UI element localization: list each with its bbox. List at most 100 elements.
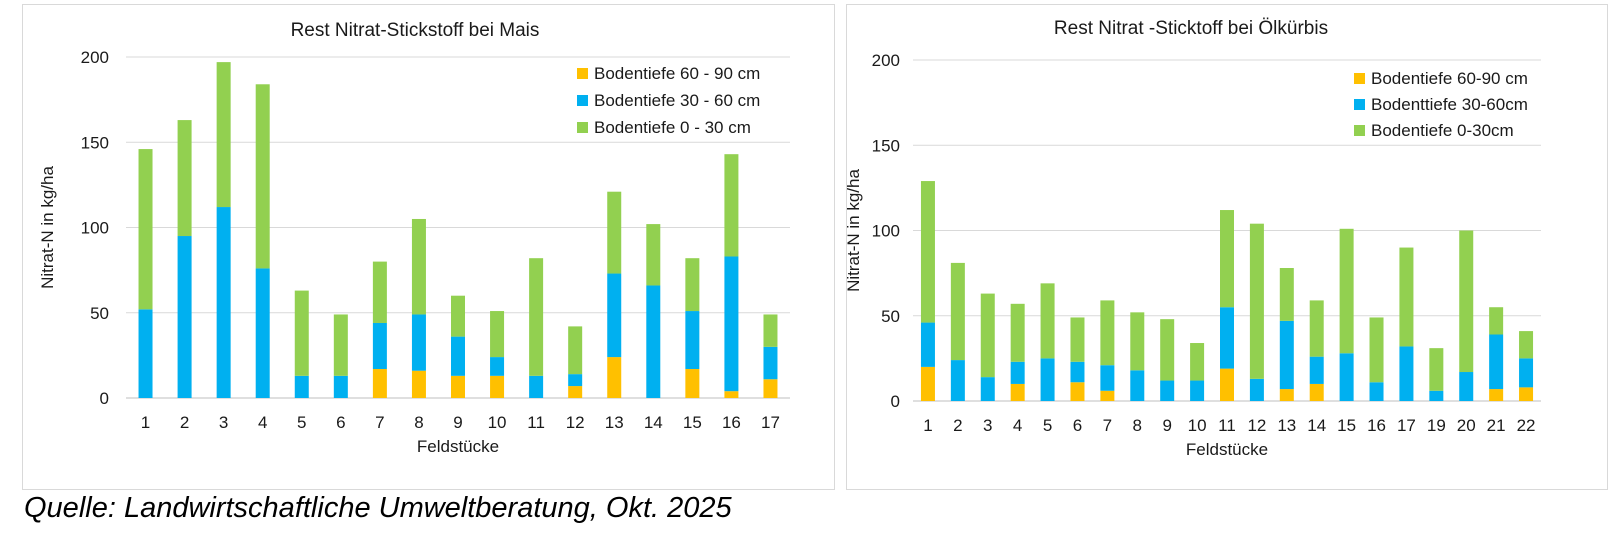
x-tick-label: 9: [453, 413, 462, 432]
bar-segment-1: [451, 375, 465, 398]
y-tick-label: 100: [872, 222, 900, 241]
x-tick-label: 10: [488, 413, 507, 432]
bar-segment-2: [1429, 390, 1444, 401]
x-tick-label: 6: [1073, 416, 1082, 435]
bar-segment-1: [1010, 383, 1025, 401]
bar-segment-1: [724, 391, 739, 398]
y-axis-title: Nitrat-N in kg/ha: [38, 166, 57, 289]
legend-entry: Bodentiefe 30 - 60 cm: [594, 91, 760, 110]
y-axis-title: Nitrat-N in kg/ha: [847, 169, 863, 292]
x-tick-label: 1: [141, 413, 150, 432]
x-tick-label: 17: [761, 413, 780, 432]
x-tick-label: 6: [336, 413, 345, 432]
bar-segment-3: [1070, 317, 1085, 362]
x-tick-label: 9: [1162, 416, 1171, 435]
x-tick-label: 2: [180, 413, 189, 432]
x-tick-label: 8: [414, 413, 423, 432]
legend-swatch: [1354, 125, 1365, 136]
bar-segment-2: [1489, 334, 1504, 390]
chart-panel-oelkuerbis: Rest Nitrat -Sticktoff bei Ölkürbis 0 50 10…: [846, 4, 1608, 490]
bar-segment-3: [490, 311, 505, 358]
bar-segment-2: [1519, 358, 1534, 388]
x-tick-label: 11: [1218, 416, 1236, 435]
bar-segment-2: [646, 285, 661, 398]
x-tick-label: 11: [527, 413, 545, 432]
bar-segment-1: [1100, 390, 1115, 401]
bar-segment-3: [568, 326, 583, 375]
chart-oelkuerbis: Rest Nitrat -Sticktoff bei Ölkürbis 0 50 10…: [847, 18, 1541, 459]
bar-segment-1: [411, 370, 426, 398]
x-tick-label: 20: [1457, 416, 1476, 435]
bar-segment-2: [685, 311, 700, 370]
bar-segment-2: [1070, 361, 1085, 383]
bar-segment-3: [138, 149, 153, 310]
bar-segment-2: [1369, 382, 1384, 401]
x-tick-label: 3: [219, 413, 228, 432]
bar-segment-3: [1369, 317, 1384, 383]
x-tick-label: 5: [1043, 416, 1052, 435]
bar-segment-2: [980, 377, 995, 401]
x-tick-label: 5: [297, 413, 306, 432]
bar-segment-1: [1070, 382, 1085, 401]
bar-segment-3: [1010, 303, 1025, 362]
x-tick-label: 22: [1517, 416, 1536, 435]
bar-segment-3: [1130, 312, 1145, 371]
bar-segment-1: [490, 375, 505, 398]
bar-segment-3: [1249, 223, 1264, 379]
bar-segment-3: [529, 258, 544, 376]
x-tick-label: 16: [1367, 416, 1386, 435]
y-tick-label: 200: [81, 48, 109, 67]
legend-entry: Bodentiefe 0-30cm: [1371, 121, 1514, 140]
bar-segment-3: [1519, 331, 1534, 359]
source-note: Quelle: Landwirtschaftliche Umweltberatu…: [24, 492, 732, 524]
bar-segment-3: [1100, 300, 1115, 366]
legend-swatch: [577, 122, 588, 133]
bar-segment-1: [607, 357, 622, 398]
bar-segment-2: [1249, 378, 1264, 401]
bar-segment-3: [1489, 307, 1504, 335]
bar-segment-1: [920, 366, 935, 401]
x-tick-label: 16: [722, 413, 741, 432]
bar-segment-3: [216, 62, 231, 208]
x-tick-label: 17: [1397, 416, 1416, 435]
bar-segment-3: [1309, 300, 1324, 357]
bar-segment-2: [1160, 380, 1175, 401]
legend-swatch: [577, 95, 588, 106]
x-tick-label: 12: [566, 413, 585, 432]
chart-panel-mais: Rest Nitrat-Stickstoff bei Mais 0 50 100 150…: [22, 4, 835, 490]
bar-segment-3: [1429, 348, 1444, 391]
bar-segment-3: [1399, 247, 1414, 347]
bar-segment-3: [1190, 343, 1205, 381]
bar-segment-3: [1279, 268, 1294, 321]
legend-swatch: [577, 68, 588, 79]
bar-segment-1: [685, 369, 700, 398]
bar-segment-3: [411, 218, 426, 315]
x-tick-label: 1: [923, 416, 932, 435]
legend-entry: Bodentiefe 60 - 90 cm: [594, 64, 760, 83]
bar-segment-2: [1220, 307, 1234, 369]
bar-segment-2: [529, 375, 544, 398]
bar-segment-2: [1040, 358, 1055, 401]
legend-swatch: [1354, 99, 1365, 110]
bar-segment-2: [724, 256, 739, 392]
bar-segment-3: [1160, 319, 1175, 381]
x-tick-label: 14: [644, 413, 663, 432]
chart-mais: Rest Nitrat-Stickstoff bei Mais 0 50 100 150…: [38, 20, 790, 456]
x-tick-label: 21: [1487, 416, 1506, 435]
x-axis-title: Feldstücke: [417, 437, 499, 456]
x-tick-label: 7: [375, 413, 384, 432]
bar-segment-2: [1339, 353, 1354, 401]
bar-segment-3: [646, 224, 661, 286]
bar-segment-1: [763, 379, 778, 398]
bar-segment-3: [333, 314, 348, 376]
bar-segment-2: [763, 346, 778, 380]
bar-segment-3: [177, 120, 192, 237]
bar-segment-2: [372, 322, 387, 370]
x-tick-label: 2: [953, 416, 962, 435]
bar-segment-1: [1279, 389, 1294, 401]
bar-segment-2: [1100, 365, 1115, 391]
x-tick-label: 10: [1188, 416, 1207, 435]
y-tick-label: 0: [891, 392, 900, 411]
bar-segment-2: [1010, 361, 1025, 384]
bar-segment-2: [1130, 370, 1145, 401]
